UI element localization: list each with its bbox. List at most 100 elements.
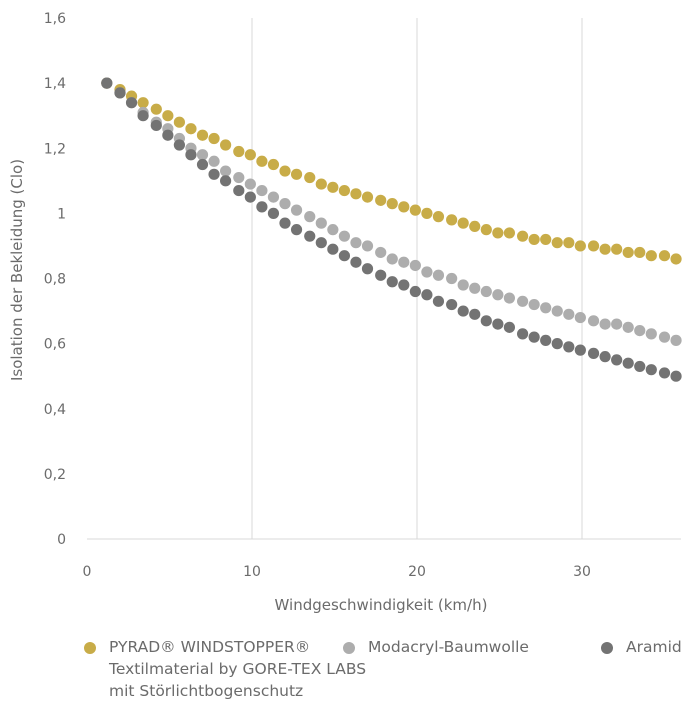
data-point-series-2: [599, 351, 611, 363]
data-point-series-1: [574, 311, 586, 324]
data-point-series-2: [101, 77, 113, 89]
data-point-series-2: [634, 360, 646, 373]
legend-marker-pyrad: [84, 642, 96, 654]
data-point-series-2: [196, 158, 209, 171]
x-tick-label: 20: [408, 564, 426, 580]
data-point-series-1: [409, 259, 421, 272]
data-point-series-2: [432, 295, 445, 307]
data-point-series-0: [432, 211, 445, 223]
data-point-series-0: [574, 240, 586, 252]
data-point-series-2: [540, 334, 552, 346]
data-point-series-2: [361, 263, 374, 275]
legend-label-pyrad-line-3: mit Störlichtbogenschutz: [109, 682, 304, 700]
data-point-series-2: [173, 139, 185, 151]
data-point-series-0: [563, 237, 575, 249]
data-point-series-1: [446, 272, 458, 285]
data-point-series-0: [611, 243, 623, 255]
data-point-series-0: [670, 253, 682, 265]
scatter-chart: 0 0,2 0,4 0,6 0,8 1 1,2 1,4 1,6 0 10 20 30 Windgesc…: [8, 11, 682, 614]
data-point-series-1: [634, 325, 646, 337]
data-point-series-1: [469, 282, 481, 294]
data-point-series-2: [244, 191, 256, 203]
x-tick-label: 0: [83, 564, 92, 580]
x-axis-title: Windgeschwindigkeit (km/h): [275, 596, 488, 614]
legend-item-aramid: Aramid: [601, 637, 682, 659]
data-point-series-2: [125, 97, 138, 109]
data-point-series-2: [327, 243, 339, 255]
data-point-series-0: [503, 227, 515, 239]
data-point-series-1: [622, 321, 634, 333]
data-point-series-0: [233, 145, 245, 158]
data-point-series-1: [244, 178, 256, 190]
data-point-series-1: [492, 289, 504, 301]
data-point-series-1: [386, 253, 398, 265]
data-point-series-0: [375, 194, 387, 206]
data-point-series-0: [350, 188, 362, 200]
data-point-series-1: [421, 266, 433, 278]
y-tick-label: 0,6: [44, 337, 66, 353]
data-point-series-1: [338, 230, 350, 242]
data-point-series-1: [220, 165, 232, 177]
data-point-series-0: [540, 233, 552, 246]
data-point-series-2: [421, 289, 433, 301]
data-point-series-2: [398, 279, 410, 291]
y-tick-label: 1,2: [44, 141, 66, 157]
y-tick-label: 1,6: [44, 11, 66, 27]
data-point-series-2: [386, 276, 398, 288]
legend-label-pyrad-line-1: PYRAD® WINDSTOPPER®: [109, 638, 311, 656]
data-point-series-1: [587, 315, 600, 327]
data-point-series-1: [480, 285, 492, 298]
data-point-series-1: [551, 305, 563, 317]
data-point-series-1: [375, 246, 387, 259]
data-point-series-2: [185, 149, 197, 161]
data-point-series-2: [457, 305, 469, 317]
data-point-series-0: [457, 217, 469, 229]
legend-item-pyrad: PYRAD® WINDSTOPPER® Textilmaterial by GO…: [84, 637, 366, 703]
data-point-series-2: [315, 237, 327, 249]
data-point-series-0: [327, 181, 339, 193]
data-point-series-2: [503, 321, 515, 333]
data-point-series-1: [540, 302, 552, 314]
data-point-series-0: [587, 240, 600, 252]
data-point-series-0: [208, 132, 220, 145]
data-point-series-1: [290, 204, 303, 216]
data-point-series-1: [599, 318, 611, 330]
data-point-series-2: [137, 110, 149, 122]
data-point-series-2: [622, 357, 634, 369]
data-point-series-2: [114, 87, 126, 99]
data-point-series-2: [670, 370, 682, 382]
data-point-series-1: [315, 217, 327, 229]
data-point-series-1: [432, 269, 445, 281]
data-point-series-1: [611, 318, 623, 330]
data-point-series-0: [361, 191, 374, 203]
y-tick-label: 1,4: [44, 76, 66, 92]
data-point-series-2: [658, 367, 671, 379]
data-points: [101, 77, 682, 382]
data-point-series-1: [267, 191, 280, 203]
data-point-series-0: [599, 243, 611, 255]
y-axis-tick-labels: 0 0,2 0,4 0,6 0,8 1 1,2 1,4 1,6: [44, 11, 66, 548]
data-point-series-0: [421, 207, 433, 219]
data-point-series-0: [517, 230, 529, 242]
data-point-series-2: [551, 338, 563, 350]
x-tick-label: 10: [243, 564, 261, 580]
data-point-series-2: [587, 347, 600, 359]
data-point-series-0: [196, 129, 209, 141]
y-tick-label: 0,8: [44, 272, 66, 288]
data-point-series-2: [645, 364, 657, 376]
data-point-series-0: [256, 155, 268, 167]
data-point-series-2: [233, 184, 245, 197]
y-tick-label: 0,4: [44, 402, 66, 418]
data-point-series-1: [645, 328, 657, 340]
data-point-series-2: [492, 318, 504, 330]
data-point-series-0: [304, 171, 316, 184]
data-point-series-1: [528, 298, 540, 311]
data-point-series-0: [409, 204, 421, 216]
data-point-series-2: [279, 217, 291, 229]
data-point-series-0: [528, 233, 540, 246]
data-point-series-0: [622, 246, 634, 259]
data-point-series-0: [162, 110, 174, 122]
data-point-series-0: [267, 158, 280, 171]
data-point-series-1: [208, 155, 220, 167]
data-point-series-1: [350, 237, 362, 249]
